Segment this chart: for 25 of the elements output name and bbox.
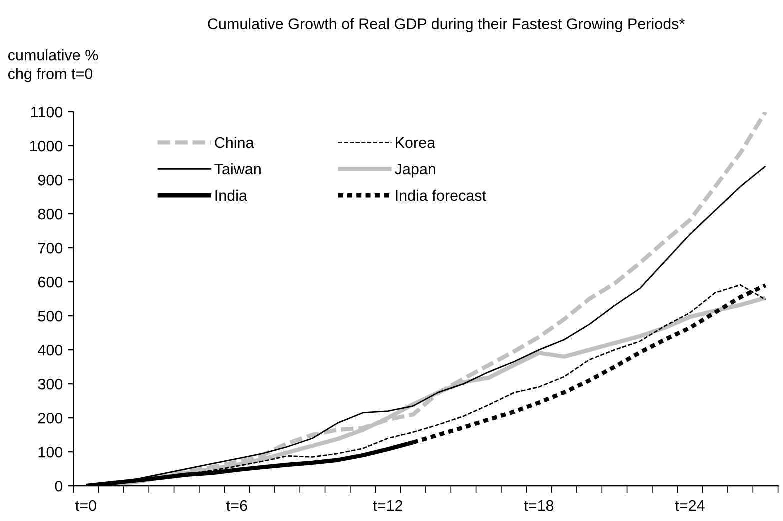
legend-label: Taiwan [214,163,261,175]
y-tick-label: 300 [38,378,63,390]
x-tick-label: t=12 [373,500,403,512]
x-tick-label: t=6 [226,500,248,512]
y-tick-label: 700 [38,242,63,254]
legend-label: India [216,190,248,202]
y-axis-title: cumulative % chg from t=0 [8,49,98,82]
x-tick-label: t=18 [524,500,554,512]
y-tick-label: 200 [38,412,63,424]
y-tick-label: 0 [55,480,63,492]
y-tick-label: 500 [38,310,63,322]
y-tick-label: 900 [38,174,63,186]
legend-label: China [215,136,254,148]
y-tick-label: 100 [38,446,63,458]
y-tick-label: 400 [38,344,63,356]
y-tick-label: 1100 [31,106,63,118]
chart-title: Cumulative Growth of Real GDP during their Fastest Growing Periods* [208,18,685,32]
legend-label: Korea [396,138,436,148]
x-tick-label: t=24 [675,500,705,512]
x-tick-label: t=0 [76,500,96,512]
y-tick-label: 800 [38,208,63,220]
y-tick-label: 1000 [30,140,63,152]
legend-label: Japan [395,164,436,178]
y-tick-label: 600 [38,276,63,288]
legend-label: India forecast [396,190,486,202]
